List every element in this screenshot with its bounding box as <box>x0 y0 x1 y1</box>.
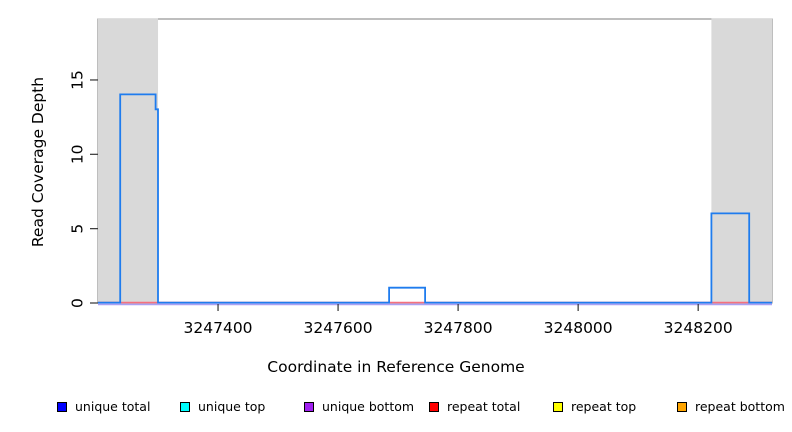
plot-area-border <box>97 18 773 304</box>
x-axis-tick-label: 3248000 <box>544 319 613 337</box>
repeat-region-shading <box>98 18 159 303</box>
x-axis-tick-label: 3247800 <box>424 319 493 337</box>
y-axis-tick-label: 5 <box>69 224 87 234</box>
unique-total-trace <box>98 93 772 304</box>
y-axis-title: Read Coverage Depth <box>29 76 47 248</box>
x-axis-title: Coordinate in Reference Genome <box>267 358 525 376</box>
x-axis-tick-label: 3248200 <box>664 319 733 337</box>
x-axis-tick-label: 3247400 <box>184 319 253 337</box>
x-axis-tick-label: 3247600 <box>304 319 373 337</box>
y-axis-tick-label: 10 <box>69 144 87 164</box>
y-axis-tick-label: 0 <box>69 298 87 308</box>
repeat-region-shading <box>711 18 772 303</box>
y-axis-tick-label: 15 <box>69 70 87 90</box>
